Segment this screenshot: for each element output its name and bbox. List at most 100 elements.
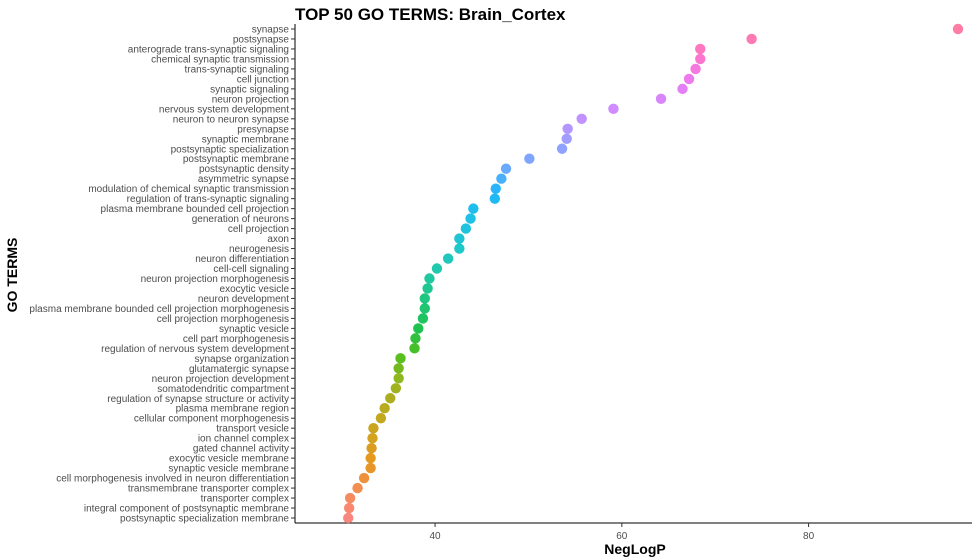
- y-tick-label: postsynaptic density: [199, 164, 289, 175]
- data-point: [465, 213, 476, 224]
- y-tick-label: cell junction: [237, 74, 289, 85]
- y-axis-title: GO TERMS: [4, 238, 20, 313]
- y-tick-label: glutamatergic synapse: [189, 364, 289, 375]
- y-tick-label: postsynapse: [233, 34, 290, 45]
- y-tick-label: transporter complex: [201, 494, 289, 505]
- x-tick-label: 60: [616, 531, 628, 542]
- y-tick-label: synapse organization: [194, 354, 289, 365]
- data-point: [576, 113, 587, 125]
- data-point: [690, 63, 701, 75]
- data-point: [489, 193, 501, 204]
- y-tick-label: integral component of postsynaptic membr…: [84, 504, 290, 515]
- y-tick-label: postsynaptic membrane: [183, 154, 290, 165]
- y-tick-label: chemical synaptic transmission: [151, 54, 289, 65]
- data-point: [561, 133, 572, 144]
- data-point: [368, 422, 379, 434]
- y-tick-label: plasma membrane bounded cell projection: [101, 204, 289, 215]
- data-point: [608, 103, 619, 115]
- y-tick-label: presynapse: [237, 124, 289, 135]
- data-point: [460, 223, 472, 234]
- data-point: [431, 263, 443, 274]
- data-point: [524, 153, 535, 164]
- data-point: [454, 243, 465, 254]
- x-tick-label: 40: [430, 531, 442, 542]
- data-point: [496, 173, 507, 184]
- data-point: [410, 333, 421, 344]
- data-point: [419, 303, 430, 314]
- data-point: [422, 283, 433, 294]
- y-tick-label: synaptic vesicle membrane: [168, 464, 289, 475]
- y-tick-label: cellular component morphogenesis: [134, 414, 289, 425]
- data-point: [393, 373, 404, 384]
- y-tick-label: neuron projection morphogenesis: [141, 274, 289, 285]
- y-tick-label: ion channel complex: [198, 434, 289, 445]
- data-point: [365, 452, 376, 464]
- y-tick-label: cell morphogenesis involved in neuron di…: [56, 474, 289, 485]
- y-tick-label: cell-cell signaling: [213, 264, 289, 275]
- y-tick-label: exocytic vesicle membrane: [169, 454, 289, 465]
- data-point: [490, 183, 501, 194]
- data-point: [695, 53, 706, 65]
- y-tick-label: plasma membrane region: [176, 404, 289, 415]
- data-point: [424, 273, 435, 284]
- data-point: [468, 203, 479, 214]
- y-tick-label: exocytic vesicle: [220, 284, 290, 295]
- data-point: [343, 502, 355, 514]
- data-point: [746, 33, 757, 45]
- x-tick-label: 80: [803, 531, 815, 542]
- data-point: [409, 343, 420, 354]
- y-tick-label: neuron projection development: [152, 374, 290, 385]
- data-point: [393, 363, 404, 374]
- data-point: [365, 462, 376, 474]
- data-point: [562, 123, 573, 134]
- y-tick-label: gated channel activity: [193, 444, 289, 455]
- y-tick-label: modulation of chemical synaptic transmis…: [88, 184, 289, 195]
- y-tick-label: nervous system development: [159, 104, 289, 115]
- y-tick-label: neuron to neuron synapse: [173, 114, 290, 125]
- data-point: [367, 432, 378, 444]
- y-tick-label: neuron differentiation: [195, 254, 289, 265]
- data-point: [695, 43, 706, 55]
- data-point: [417, 313, 429, 324]
- y-tick-label: neurogenesis: [229, 244, 289, 255]
- data-point: [655, 93, 667, 105]
- y-tick-label: transmembrane transporter complex: [128, 484, 289, 495]
- data-point: [500, 163, 512, 174]
- y-tick-label: regulation of synapse structure or activ…: [107, 394, 289, 405]
- data-point: [343, 512, 354, 524]
- data-point: [379, 403, 390, 414]
- data-point: [419, 293, 430, 304]
- y-tick-label: synaptic signaling: [210, 84, 289, 95]
- y-tick-label: regulation of nervous system development: [101, 344, 289, 355]
- data-point: [413, 323, 424, 334]
- data-point: [352, 482, 363, 494]
- data-point: [683, 73, 695, 85]
- y-tick-label: trans-synaptic signaling: [185, 64, 290, 75]
- y-tick-label: cell part morphogenesis: [183, 334, 289, 345]
- y-tick-label: postsynaptic specialization: [171, 144, 289, 155]
- y-tick-label: synaptic membrane: [202, 134, 290, 145]
- y-tick-label: generation of neurons: [192, 214, 289, 225]
- data-point: [677, 83, 688, 95]
- y-tick-label: neuron development: [198, 294, 289, 305]
- chart-title: TOP 50 GO TERMS: Brain_Cortex: [295, 5, 566, 24]
- y-tick-label: somatodendritic compartment: [157, 384, 289, 395]
- data-point: [385, 393, 396, 404]
- y-tick-label: synaptic vesicle: [219, 324, 289, 335]
- data-point: [366, 442, 377, 454]
- data-point: [395, 353, 406, 364]
- y-tick-label: synapse: [252, 24, 290, 35]
- data-point: [344, 492, 356, 504]
- y-tick-label: transport vesicle: [216, 424, 289, 435]
- data-point: [358, 472, 370, 484]
- data-point: [454, 233, 465, 244]
- y-tick-label: plasma membrane bounded cell projection …: [29, 304, 289, 315]
- data-point: [375, 413, 387, 424]
- y-tick-label: postsynaptic specialization membrane: [120, 514, 289, 525]
- y-tick-label: axon: [267, 234, 289, 245]
- y-tick-label: cell projection morphogenesis: [157, 314, 289, 325]
- y-tick-label: regulation of trans-synaptic signaling: [127, 194, 289, 205]
- data-point: [556, 143, 568, 154]
- y-tick-label: cell projection: [228, 224, 289, 235]
